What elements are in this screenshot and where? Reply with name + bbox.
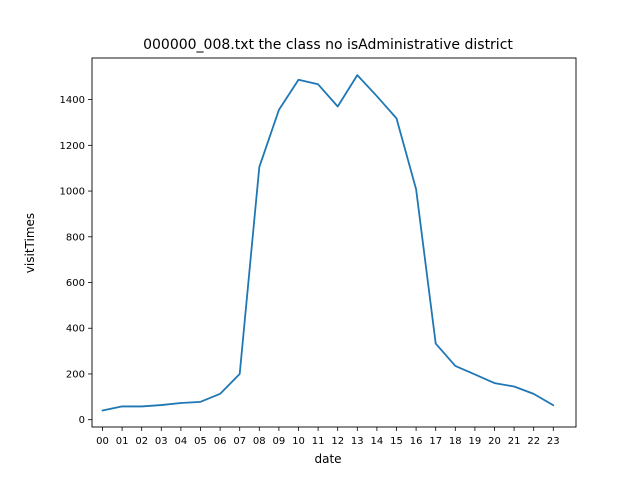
x-tick-label: 19	[469, 436, 482, 447]
x-tick-label: 21	[508, 436, 521, 447]
x-tick-label: 10	[292, 436, 305, 447]
y-axis-label: visitTimes	[23, 213, 37, 273]
x-tick-label: 04	[175, 436, 188, 447]
y-axis-ticks: 0 200 400 600 800 1000 1200 1400	[60, 95, 92, 426]
x-axis-ticks: 00 01 02 03 04 05 06 07 08 09 10 11 12 13 14 15 16 17 18 19…	[96, 427, 560, 447]
y-tick-label: 1400	[60, 95, 85, 106]
x-tick-label: 12	[331, 436, 344, 447]
y-tick-label: 0	[79, 415, 85, 426]
x-tick-label: 02	[135, 436, 148, 447]
x-tick-label: 09	[273, 436, 286, 447]
x-tick-label: 03	[155, 436, 168, 447]
chart-title: 000000_008.txt the class no isAdministra…	[143, 37, 513, 53]
y-tick-label: 1000	[60, 187, 85, 198]
x-tick-label: 14	[371, 436, 384, 447]
x-tick-label: 05	[194, 436, 207, 447]
x-tick-label: 00	[96, 436, 109, 447]
x-tick-label: 16	[410, 436, 423, 447]
series-line	[101, 74, 555, 412]
x-tick-label: 07	[233, 436, 246, 447]
x-tick-label: 08	[253, 436, 266, 447]
x-tick-label: 06	[214, 436, 227, 447]
x-tick-label: 11	[312, 436, 325, 447]
y-tick-label: 600	[66, 278, 85, 289]
x-tick-label: 15	[390, 436, 403, 447]
x-tick-label: 18	[449, 436, 462, 447]
plot-frame	[91, 57, 577, 428]
y-tick-label: 800	[66, 232, 85, 243]
y-tick-label: 200	[66, 369, 85, 380]
y-tick-label: 1200	[60, 141, 85, 152]
x-tick-label: 17	[429, 436, 442, 447]
x-tick-label: 13	[351, 436, 364, 447]
x-tick-label: 23	[547, 436, 560, 447]
x-tick-label: 20	[488, 436, 501, 447]
x-tick-label: 22	[527, 436, 540, 447]
x-tick-label: 01	[116, 436, 129, 447]
y-tick-label: 400	[66, 324, 85, 335]
x-axis-label: date	[314, 452, 341, 466]
